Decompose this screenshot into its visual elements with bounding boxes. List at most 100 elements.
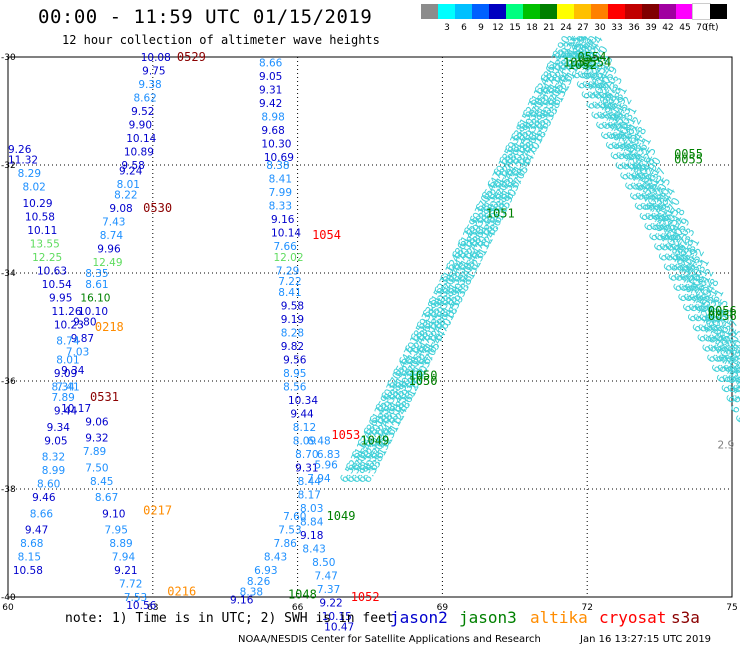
swh-label: 7.94: [112, 552, 136, 564]
swh-label: 8.34: [51, 381, 75, 393]
swh-label: 10.15: [322, 611, 352, 623]
legend-swatch: [506, 4, 523, 19]
swh-label: 9.87: [71, 333, 94, 345]
swh-label: 10.29: [22, 198, 52, 210]
swh-label: 7.53: [124, 592, 147, 604]
swh-label: 8.66: [30, 508, 54, 520]
map-title: 00:00 - 11:59 UTC 01/15/2019: [38, 6, 373, 28]
swh-label: 9.90: [129, 120, 152, 132]
swh-label: 9.16: [271, 214, 295, 226]
time-label: 1048: [288, 587, 317, 601]
x-tick-label: 75: [726, 603, 737, 613]
swh-label: 9.06: [85, 417, 109, 429]
swh-label: 9.34: [61, 365, 85, 377]
legend-label: 21: [543, 23, 555, 33]
swh-label: 9.82: [281, 341, 304, 353]
swh-label: 9.75: [142, 66, 165, 78]
swh-label: 10.17: [61, 403, 91, 415]
x-tick-label: 63: [147, 603, 158, 613]
swh-label: 11.26: [51, 306, 81, 318]
x-tick-label: 60: [2, 603, 14, 613]
swh-label: 8.56: [283, 381, 307, 393]
legend-swatch: [489, 4, 506, 19]
swh-label: 8.32: [42, 452, 65, 464]
swh-label: 7.41: [56, 381, 79, 393]
legend-swatch: [540, 4, 557, 19]
swh-label: 7.66: [273, 241, 297, 253]
swh-label: 7.50: [85, 462, 108, 474]
swh-label: 9.42: [259, 98, 282, 110]
y-tick-label: -30: [1, 53, 16, 63]
swh-label: 7.95: [105, 525, 128, 537]
time-label: 0554: [578, 50, 607, 64]
swh-label: 8.09: [293, 435, 316, 447]
legend-label: 15: [509, 23, 521, 33]
swh-label: 7.99: [269, 187, 292, 199]
swh-label: 8.61: [85, 279, 108, 291]
swh-label: 8.41: [269, 174, 292, 186]
legend-swatch: [625, 4, 642, 19]
swh-label: 10.58: [25, 211, 55, 223]
swh-label: 10.08: [141, 52, 171, 64]
swh-label: 8.60: [37, 479, 60, 491]
swh-label: 9.52: [131, 106, 154, 118]
legend-label: 42: [662, 23, 674, 33]
swh-label: 8.15: [18, 552, 41, 564]
swh-label: 5.96: [314, 460, 338, 472]
swh-label: 12.02: [273, 252, 303, 264]
swh-label: 8.43: [264, 552, 287, 564]
time-label: 1050: [409, 369, 438, 383]
time-label: 1053: [331, 428, 360, 442]
swh-label: 10.23: [54, 319, 84, 331]
swh-label: 9.05: [259, 71, 282, 83]
legend-label: 33: [611, 23, 623, 33]
swh-label: 8.17: [298, 489, 321, 501]
time-label: 0056: [708, 309, 737, 323]
swh-label: 8.50: [312, 557, 335, 569]
map-frame: [7, 56, 733, 598]
time-label: 1054: [312, 228, 341, 242]
swh-label: 9.34: [47, 422, 71, 434]
legend-label: 36: [628, 23, 640, 33]
footer-note: note: 1) Time is in UTC; 2) SWH is in fe…: [65, 611, 394, 626]
time-label: 1050: [409, 374, 438, 388]
swh-label: 8.29: [18, 168, 41, 180]
legend-label: 45: [679, 23, 691, 33]
swh-label: 6.83: [317, 449, 340, 461]
legend-label: 70: [696, 23, 708, 33]
cyan-track-band: 6.526.316.126.486.616.256.906.376.056.44…: [337, 33, 740, 485]
swh-label: 8.74: [56, 336, 80, 348]
swh-label: 9.44: [290, 408, 314, 420]
swh-label: 8.99: [42, 465, 65, 477]
swh-label: 8.41: [278, 287, 301, 299]
swh-label: 8.22: [114, 190, 137, 202]
swh-label: 10.14: [126, 133, 156, 145]
legend-swatch: [659, 4, 676, 19]
legend-swatch: [608, 4, 625, 19]
legend-label: 6: [461, 23, 467, 33]
swh-label: 10.63: [37, 265, 67, 277]
legend-swatch: [692, 3, 711, 20]
y-tick-label: -38: [1, 485, 16, 495]
legend-swatch: [710, 4, 727, 19]
legend-swatch: [455, 4, 472, 19]
swh-label: 8.01: [56, 354, 79, 366]
swh-label: 9.80: [73, 317, 96, 329]
swh-label: 9.24: [119, 165, 143, 177]
swh-label: 9.58: [121, 160, 144, 172]
swh-label: 8.03: [300, 503, 323, 515]
swh-label: 9.46: [32, 492, 56, 504]
time-label: 0216: [167, 585, 196, 599]
swh-label: 9.32: [85, 433, 108, 445]
swh-label: 10.58: [13, 565, 43, 577]
time-label: 1052: [351, 590, 380, 604]
y-tick-label: -36: [1, 377, 16, 387]
swh-label: 7.89: [51, 392, 74, 404]
swh-label: 8.98: [261, 111, 284, 123]
swh-label: 7.43: [102, 217, 125, 229]
swh-label: 10.56: [126, 600, 156, 612]
swh-label: 9.09: [54, 368, 77, 380]
swh-label: 8.35: [85, 268, 108, 280]
swh-label: 9.47: [25, 525, 48, 537]
swh-label: 7.37: [317, 584, 340, 596]
